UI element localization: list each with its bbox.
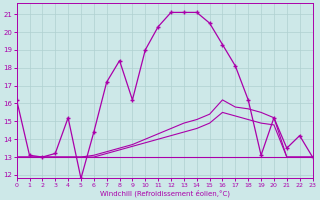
X-axis label: Windchill (Refroidissement éolien,°C): Windchill (Refroidissement éolien,°C) [100,189,229,197]
